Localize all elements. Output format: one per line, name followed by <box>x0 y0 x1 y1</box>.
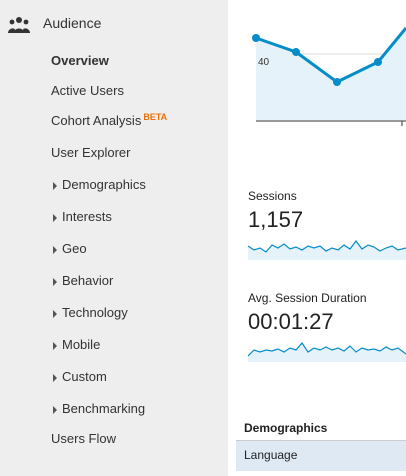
chart-point[interactable] <box>374 58 382 66</box>
caret-right-icon <box>53 214 57 222</box>
sidebar-item-benchmarking[interactable]: Benchmarking <box>0 396 228 422</box>
sidebar-item-interests[interactable]: Interests <box>0 204 228 230</box>
sidebar-item-label: User Explorer <box>51 145 131 160</box>
sidebar-item-behavior[interactable]: Behavior <box>0 268 228 294</box>
chart-point[interactable] <box>252 34 260 42</box>
main-content: 40 Sessions 1,157 Avg. Session Duration … <box>228 0 406 476</box>
sidebar-item-label: Interests <box>62 209 112 224</box>
metric-label: Avg. Session Duration <box>248 291 367 305</box>
avg-session-duration-sparkline <box>248 342 406 362</box>
sidebar-item-geo[interactable]: Geo <box>0 236 228 262</box>
chart-area <box>256 28 406 120</box>
caret-right-icon <box>53 342 57 350</box>
sidebar-item-label: Custom <box>62 369 107 384</box>
sidebar-item-mobile[interactable]: Mobile <box>0 332 228 358</box>
sidebar-item-label: Benchmarking <box>62 401 146 416</box>
sessions-metric[interactable]: Sessions 1,157 <box>248 189 406 233</box>
demographics-table-header: Demographics <box>236 415 406 441</box>
caret-right-icon <box>53 374 57 382</box>
chart-point[interactable] <box>292 48 300 56</box>
sidebar-item-technology[interactable]: Technology <box>0 300 228 326</box>
sidebar-item-custom[interactable]: Custom <box>0 364 228 390</box>
sidebar-item-label: Active Users <box>51 83 124 98</box>
sidebar-item-label: Cohort Analysis <box>51 113 142 128</box>
caret-right-icon <box>53 406 57 414</box>
chart-y-tick-label: 40 <box>258 57 270 68</box>
overview-line-chart[interactable]: 40 <box>228 0 406 140</box>
sidebar-item-overview[interactable]: Overview <box>0 48 228 74</box>
sidebar-item-users-flow[interactable]: Users Flow <box>0 426 228 452</box>
section-title: Audience <box>43 15 102 31</box>
sidebar-item-active-users[interactable]: Active Users <box>0 78 228 104</box>
sidebar-item-label: Users Flow <box>51 431 117 446</box>
demographics-row-language[interactable]: Language <box>236 441 406 471</box>
sidebar-item-label: Overview <box>51 53 109 68</box>
sidebar-item-label: Mobile <box>62 337 101 352</box>
sidebar-item-demographics[interactable]: Demographics <box>0 172 228 198</box>
sidebar-item-label: Technology <box>62 305 128 320</box>
beta-badge: BETA <box>143 112 168 122</box>
sessions-sparkline <box>248 240 406 260</box>
sidebar-item-label: Geo <box>62 241 87 256</box>
chart-point[interactable] <box>333 78 341 86</box>
caret-right-icon <box>53 310 57 318</box>
people-icon <box>8 17 30 33</box>
sidebar-item-label: Behavior <box>62 273 114 288</box>
caret-right-icon <box>53 246 57 254</box>
avg-session-duration-metric[interactable]: Avg. Session Duration 00:01:27 <box>248 291 406 335</box>
caret-right-icon <box>53 278 57 286</box>
audience-section-header[interactable]: Audience <box>0 8 228 40</box>
metric-value: 1,157 <box>248 207 304 232</box>
sidebar: Audience Overview Active Users Cohort An… <box>0 0 228 476</box>
metric-value: 00:01:27 <box>248 309 334 334</box>
sidebar-item-cohort-analysis[interactable]: Cohort Analysis BETA <box>0 108 228 134</box>
sidebar-item-user-explorer[interactable]: User Explorer <box>0 140 228 166</box>
caret-right-icon <box>53 182 57 190</box>
sidebar-item-label: Demographics <box>62 177 146 192</box>
metric-label: Sessions <box>248 189 297 203</box>
